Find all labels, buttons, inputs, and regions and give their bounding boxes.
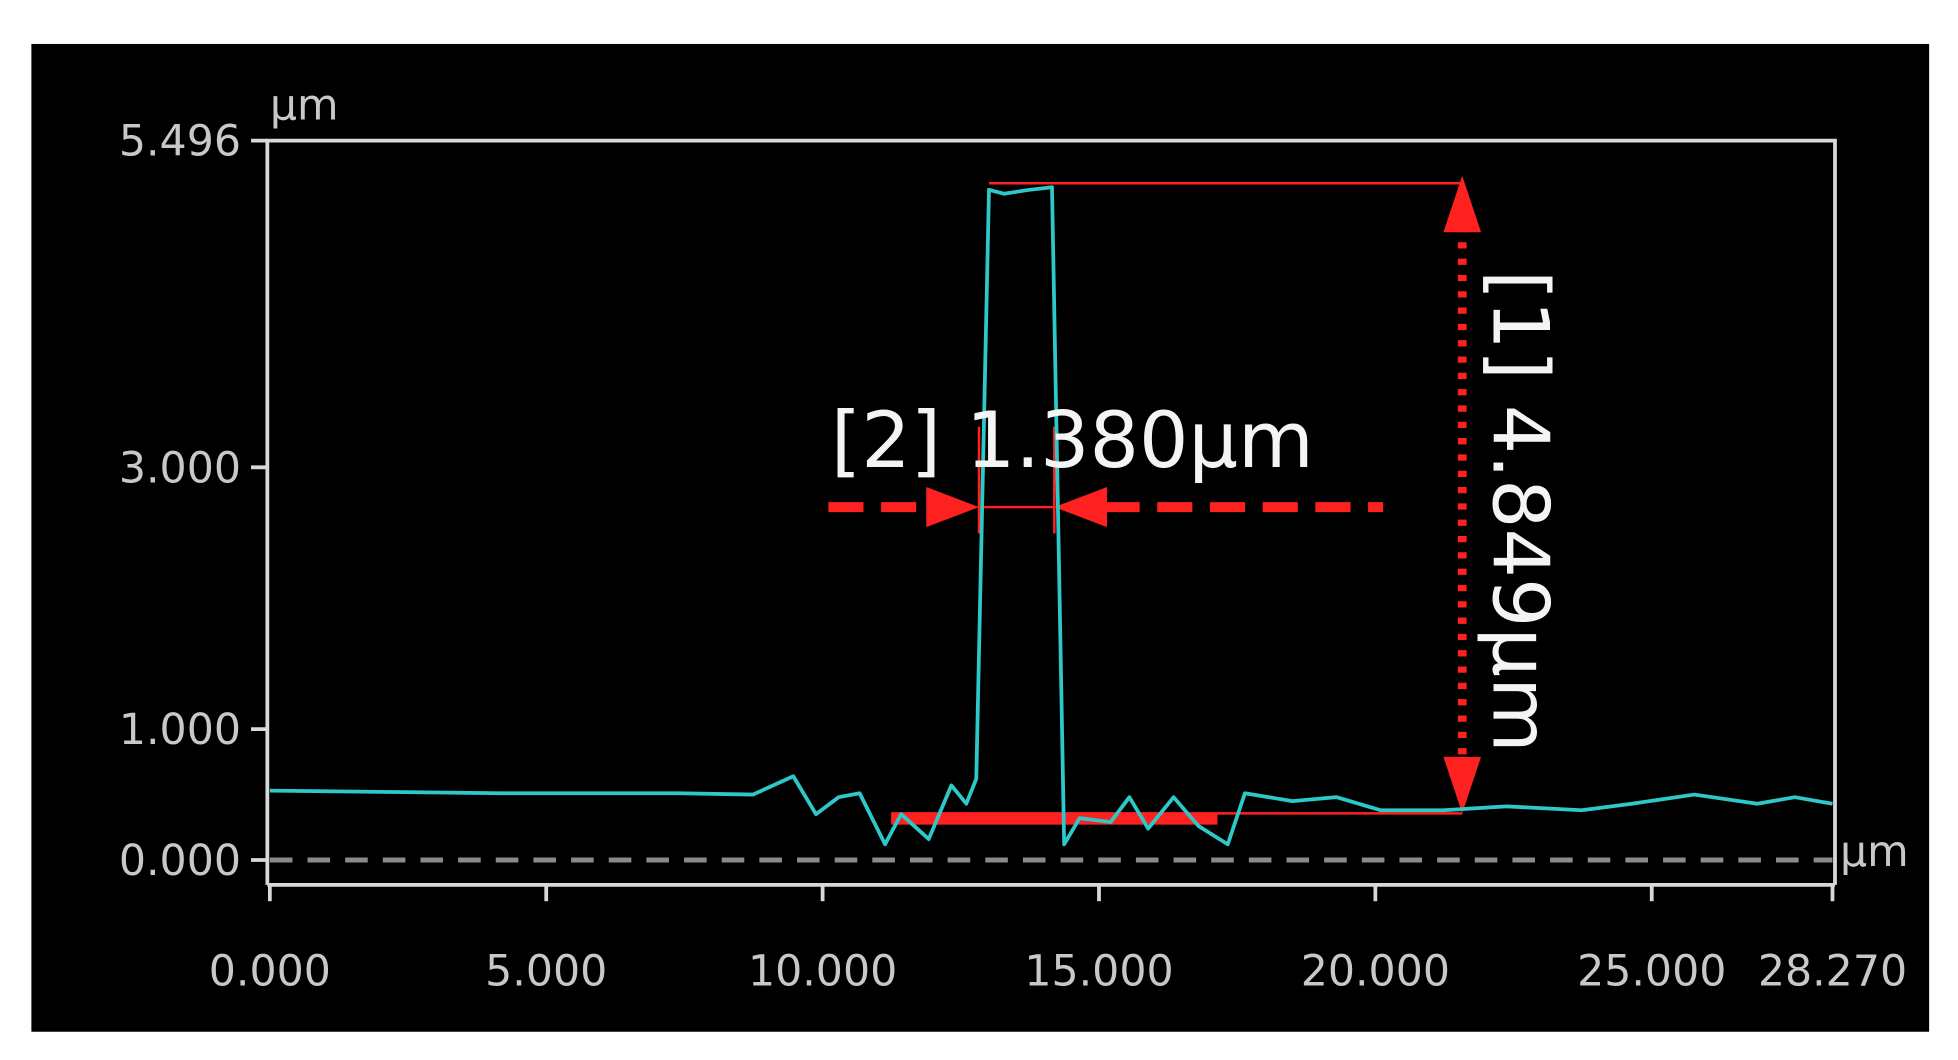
y-tick-label: 0.000 [119, 836, 241, 886]
x-tick-label: 5.000 [485, 946, 607, 996]
y-tick-label: 1.000 [119, 705, 241, 755]
plot-border [265, 138, 1837, 885]
x-axis-unit: µm [1840, 827, 1909, 877]
y-axis-unit: µm [270, 80, 339, 130]
x-tick-label: 25.000 [1577, 946, 1726, 996]
height-arrow-head [1443, 175, 1482, 233]
plot-frame [265, 138, 1837, 887]
width-arrow-head [1054, 487, 1108, 528]
height-arrow-head [1443, 756, 1482, 814]
height-annotation: [1] 4.849µm [1475, 270, 1565, 753]
x-tick-label: 28.270 [1758, 946, 1907, 996]
x-tick-label: 10.000 [748, 946, 897, 996]
profile-line [269, 185, 1833, 847]
x-tick-label: 0.000 [209, 946, 331, 996]
x-tick-label: 15.000 [1024, 946, 1173, 996]
y-tick-label: 3.000 [119, 443, 241, 493]
x-tick-label: 20.000 [1301, 946, 1450, 996]
measurement-markers [828, 175, 1482, 825]
width-annotation: [2] 1.380µm [831, 396, 1314, 486]
y-tick-label: 5.496 [119, 117, 241, 167]
width-arrow-head [926, 487, 979, 528]
